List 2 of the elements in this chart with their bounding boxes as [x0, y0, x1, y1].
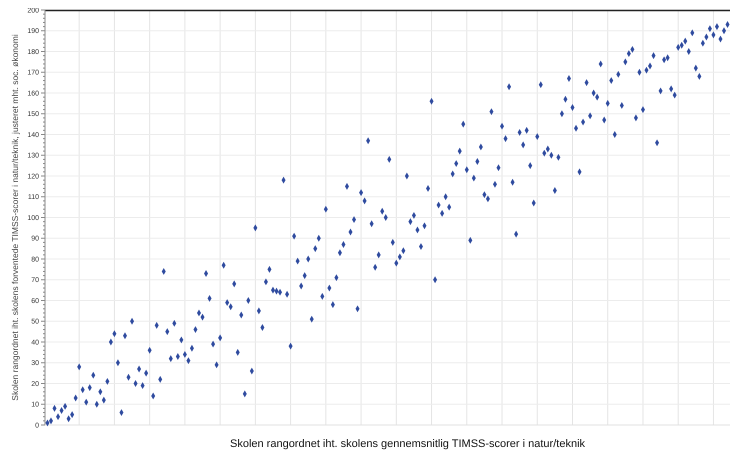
x-axis-title: Skolen rangordnet iht. skolens gennemsnitlig TIMSS-scorer i natur/teknik [230, 438, 586, 450]
y-axis-title: Skolen rangordnet iht. skolens forventede TIMSS-scorer i natur/teknik, justeret mht. soc. økonomi [10, 34, 20, 401]
